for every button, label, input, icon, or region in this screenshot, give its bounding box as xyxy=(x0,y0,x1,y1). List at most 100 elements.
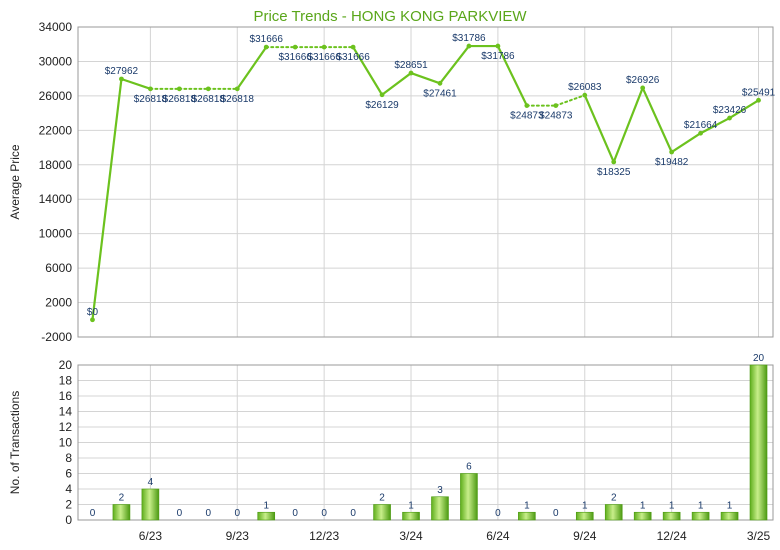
price-data-label: $26818 xyxy=(163,94,197,105)
price-data-label: $27461 xyxy=(423,88,457,99)
price-point[interactable] xyxy=(553,103,559,108)
price-y-tick-label: -2000 xyxy=(41,330,72,344)
transactions-data-label: 2 xyxy=(611,493,617,504)
transactions-bar[interactable] xyxy=(633,511,652,521)
transactions-y-tick-label: 10 xyxy=(59,436,73,450)
price-data-label: $26129 xyxy=(365,100,399,111)
x-tick-label: 12/24 xyxy=(657,529,687,543)
x-tick-label: 9/23 xyxy=(226,529,250,543)
transactions-bar[interactable] xyxy=(749,364,768,521)
price-data-label: $26926 xyxy=(626,75,660,86)
price-point[interactable] xyxy=(495,43,501,49)
price-point[interactable] xyxy=(147,86,153,92)
price-line-segment xyxy=(612,86,644,164)
price-point[interactable] xyxy=(234,86,240,92)
price-point[interactable] xyxy=(727,115,732,121)
transactions-data-label: 1 xyxy=(582,500,588,511)
price-data-label: $31666 xyxy=(307,52,341,63)
price-line-segment xyxy=(554,94,586,107)
price-y-tick-label: 34000 xyxy=(39,20,73,34)
transactions-bar[interactable] xyxy=(257,511,276,521)
transactions-bar[interactable] xyxy=(141,488,160,521)
transactions-bar[interactable] xyxy=(691,511,710,521)
price-point[interactable] xyxy=(437,80,443,86)
price-data-label: $26818 xyxy=(192,94,226,105)
price-point[interactable] xyxy=(640,85,646,91)
price-data-label: $31786 xyxy=(452,33,486,44)
transactions-data-label: 0 xyxy=(206,508,212,519)
transactions-data-label: 2 xyxy=(379,493,385,504)
transactions-bar[interactable] xyxy=(112,504,131,521)
price-point[interactable] xyxy=(524,103,530,108)
transactions-data-label: 0 xyxy=(553,508,559,519)
transactions-data-label: 2 xyxy=(119,493,125,504)
transactions-y-tick-label: 0 xyxy=(65,513,72,527)
price-point[interactable] xyxy=(698,130,704,136)
price-y-axis-label: Average Price xyxy=(8,144,22,219)
price-line-segment xyxy=(91,77,123,321)
price-data-label: $31666 xyxy=(250,34,284,45)
transactions-plot-frame xyxy=(77,364,774,521)
price-point[interactable] xyxy=(292,44,298,50)
price-line-segment xyxy=(409,71,442,85)
transactions-data-label: 1 xyxy=(698,500,704,511)
transactions-bar[interactable] xyxy=(518,511,536,521)
transactions-y-tick-label: 14 xyxy=(59,405,73,419)
transactions-bar[interactable] xyxy=(662,511,681,521)
transactions-bar[interactable] xyxy=(575,511,594,521)
price-data-label: $19482 xyxy=(655,157,689,168)
transactions-data-label: 20 xyxy=(753,353,765,364)
transactions-data-label: 1 xyxy=(263,500,269,511)
price-point[interactable] xyxy=(756,97,761,103)
price-data-label: $21664 xyxy=(684,120,718,131)
transactions-y-tick-label: 6 xyxy=(65,467,72,481)
price-point[interactable] xyxy=(466,43,472,49)
price-point[interactable] xyxy=(263,44,269,50)
price-point[interactable] xyxy=(90,317,95,323)
price-line-segment xyxy=(352,45,384,96)
transactions-data-label: 1 xyxy=(408,500,414,511)
transactions-data-label: 0 xyxy=(177,508,183,519)
transactions-bar[interactable] xyxy=(402,511,420,521)
transactions-data-label: 1 xyxy=(640,500,646,511)
price-point[interactable] xyxy=(350,44,356,50)
price-data-label: $25491 xyxy=(742,87,776,98)
x-tick-label: 3/24 xyxy=(399,529,423,543)
price-point[interactable] xyxy=(379,92,385,98)
price-point[interactable] xyxy=(321,44,327,50)
transactions-bar[interactable] xyxy=(460,473,478,521)
price-data-label: $26818 xyxy=(221,94,255,105)
price-y-tick-label: 18000 xyxy=(39,158,73,172)
price-line-segment xyxy=(670,132,702,154)
transactions-data-label: 0 xyxy=(321,508,327,519)
price-point[interactable] xyxy=(176,86,182,92)
price-point[interactable] xyxy=(582,92,588,98)
price-y-tick-label: 30000 xyxy=(39,54,73,68)
price-point[interactable] xyxy=(669,149,675,155)
transactions-bar[interactable] xyxy=(604,504,623,521)
price-data-label: $31786 xyxy=(481,51,515,62)
transactions-y-tick-label: 20 xyxy=(59,358,73,372)
transactions-y-tick-label: 4 xyxy=(65,482,72,496)
x-tick-label: 12/23 xyxy=(309,529,339,543)
transactions-bar[interactable] xyxy=(373,504,391,521)
price-line-segment xyxy=(699,116,731,135)
price-y-tick-label: 22000 xyxy=(39,123,73,137)
price-point[interactable] xyxy=(119,76,124,82)
transactions-data-label: 3 xyxy=(437,485,443,496)
price-point[interactable] xyxy=(408,70,414,76)
transactions-data-label: 1 xyxy=(524,500,530,511)
price-plot-frame xyxy=(77,26,774,338)
transactions-y-tick-label: 2 xyxy=(65,498,72,512)
transactions-bar[interactable] xyxy=(720,511,739,521)
price-data-label: $23426 xyxy=(713,105,747,116)
transactions-data-label: 0 xyxy=(234,508,240,519)
price-point[interactable] xyxy=(611,159,617,165)
price-y-tick-label: 10000 xyxy=(39,227,73,241)
price-data-label: $26818 xyxy=(134,94,168,105)
price-point[interactable] xyxy=(205,86,211,92)
transactions-bar[interactable] xyxy=(431,496,449,521)
price-trend-plot: -2000 2000 6000 10000 14000 18000 22000 26000 30… xyxy=(8,20,776,344)
